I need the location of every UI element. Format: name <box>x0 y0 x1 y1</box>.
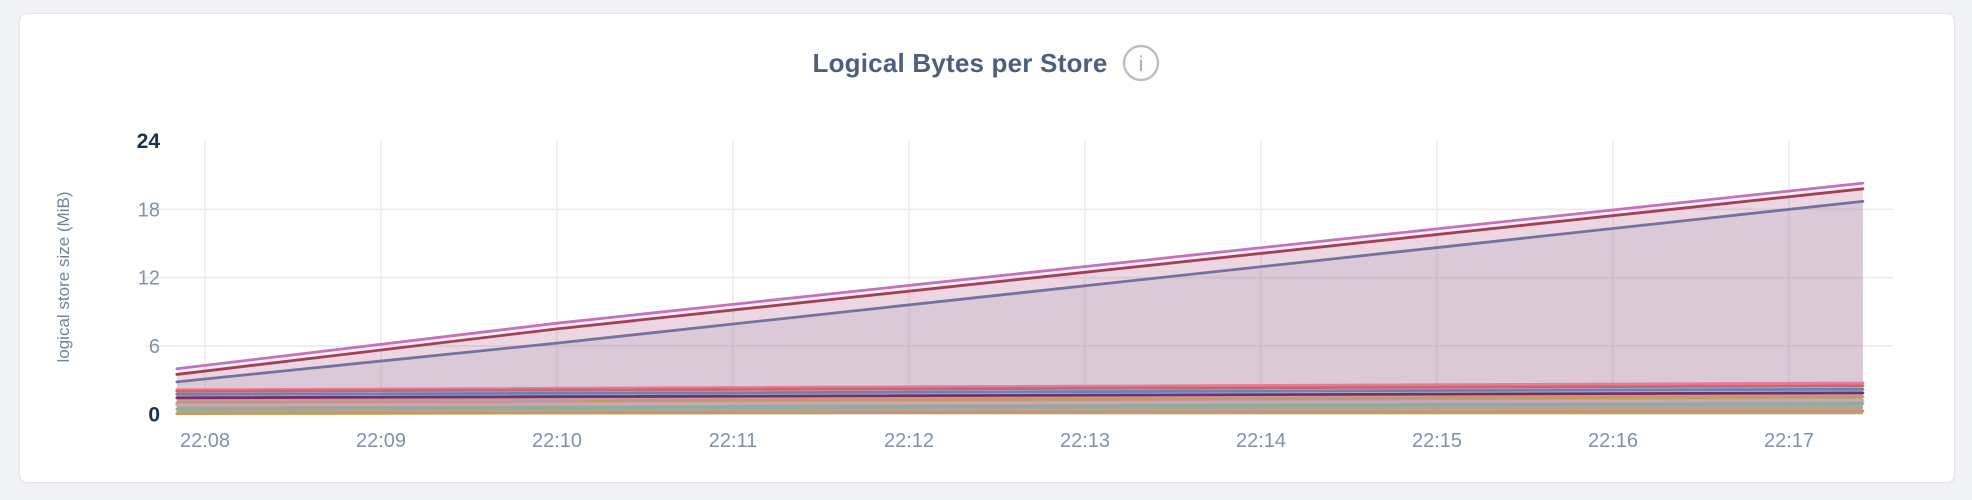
x-tick-label: 22:11 <box>709 430 758 452</box>
x-tick-label: 22:09 <box>356 430 406 452</box>
svg-text:i: i <box>1138 53 1143 76</box>
series-line-3[interactable] <box>175 199 1865 384</box>
series-area-2 <box>176 188 1863 415</box>
x-tick-label: 22:10 <box>532 430 582 452</box>
series-line-5[interactable] <box>175 384 1865 393</box>
series-line-2[interactable] <box>175 187 1865 376</box>
series-area-1 <box>176 183 1863 415</box>
info-icon[interactable]: i <box>1122 44 1160 82</box>
y-axis-title: logical store size (MiB) <box>54 191 73 363</box>
series-line-10[interactable] <box>175 402 1865 411</box>
series-line-9[interactable] <box>175 399 1865 407</box>
x-tick-label: 22:17 <box>1764 430 1814 452</box>
x-tick-label: 22:08 <box>180 430 230 452</box>
series-line-4[interactable] <box>175 381 1865 392</box>
y-tick-label: 24 <box>137 130 161 153</box>
x-tick-label: 22:14 <box>1236 430 1286 452</box>
series-area-3 <box>176 201 1863 415</box>
series-line-11[interactable] <box>175 409 1865 416</box>
y-tick-label: 6 <box>149 336 160 358</box>
series-line-7[interactable] <box>175 391 1865 400</box>
x-tick-label: 22:12 <box>884 430 934 452</box>
series-line-6[interactable] <box>175 387 1865 396</box>
y-tick-label: 12 <box>138 268 160 290</box>
x-tick-label: 22:13 <box>1060 430 1110 452</box>
x-tick-label: 22:15 <box>1412 430 1462 452</box>
y-tick-label: 0 <box>148 403 160 426</box>
x-tick-label: 22:16 <box>1588 430 1638 452</box>
y-tick-label: 18 <box>138 199 160 221</box>
series-line-1[interactable] <box>175 181 1865 371</box>
series-line-8[interactable] <box>175 395 1865 405</box>
